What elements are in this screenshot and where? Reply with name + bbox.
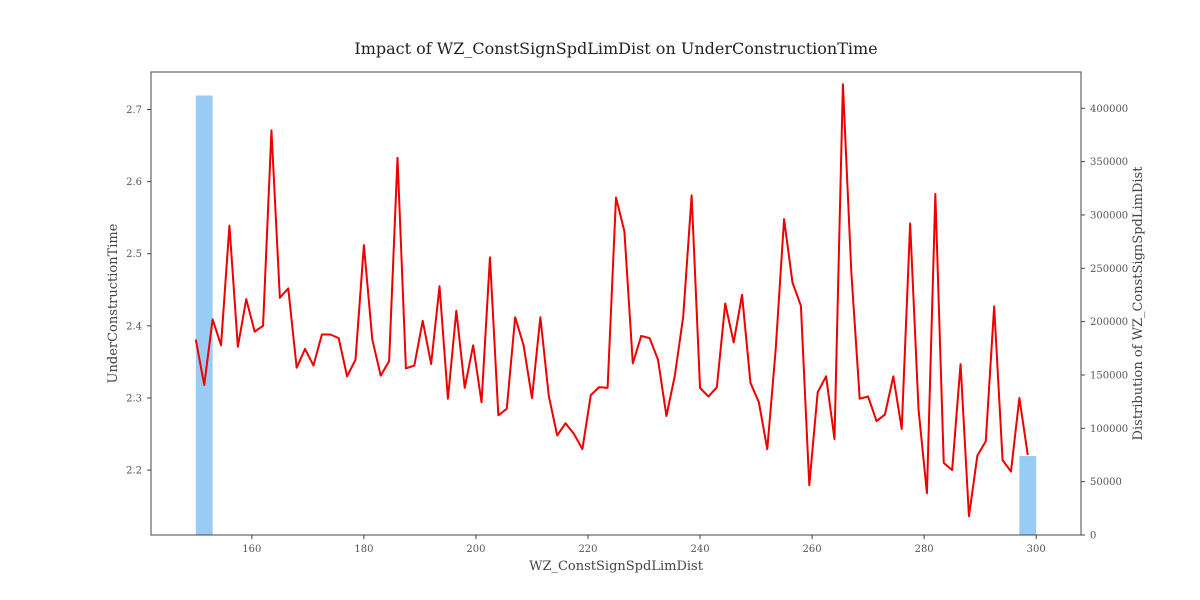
y-tick-label-4: 2.6: [126, 177, 142, 188]
x-tick-label-7: 300: [1027, 544, 1046, 555]
y2-tick-label-8: 400000: [1090, 104, 1128, 115]
x-axis-ticks: 160 180 200 220 240 260 280 300: [242, 535, 1046, 555]
x-tick-label-0: 160: [242, 544, 261, 555]
distribution-bars: [195, 95, 1037, 536]
distribution-bar-1: [1019, 456, 1037, 535]
x-axis-label: WZ_ConstSignSpdLimDist: [529, 559, 704, 574]
y2-tick-label-2: 100000: [1090, 424, 1128, 435]
y-tick-label-3: 2.5: [126, 249, 142, 260]
x-tick-label-2: 200: [466, 544, 485, 555]
x-tick-label-3: 220: [578, 544, 597, 555]
x-tick-label-5: 260: [803, 544, 822, 555]
y2-tick-label-4: 200000: [1090, 317, 1128, 328]
x-tick-label-6: 280: [915, 544, 934, 555]
y-axis-label: UnderConstructionTime: [106, 223, 121, 383]
y-axis-ticks: 2.2 2.3 2.4 2.5 2.6 2.7: [126, 105, 151, 477]
y-tick-label-0: 2.2: [126, 466, 142, 477]
chart-title: Impact of WZ_ConstSignSpdLimDist on Unde…: [354, 39, 877, 58]
x-tick-label-4: 240: [690, 544, 709, 555]
y2-axis-ticks: 0 50000 100000 150000 200000 250000 300000 3500…: [1081, 104, 1128, 542]
y2-tick-label-7: 350000: [1090, 157, 1128, 168]
y2-tick-label-3: 150000: [1090, 370, 1128, 381]
distribution-bar-0: [195, 95, 213, 536]
y-tick-label-5: 2.7: [126, 105, 142, 116]
y-tick-label-1: 2.3: [126, 393, 142, 404]
y2-tick-label-6: 300000: [1090, 210, 1128, 221]
y2-tick-label-5: 250000: [1090, 264, 1128, 275]
plot-frame: [150, 71, 1082, 536]
y-tick-label-2: 2.4: [126, 321, 142, 332]
y2-tick-label-1: 50000: [1090, 477, 1122, 488]
series-line-0: [194, 83, 1029, 518]
x-tick-label-1: 180: [354, 544, 373, 555]
line-layer: [194, 83, 1029, 518]
y2-tick-label-0: 0: [1090, 531, 1096, 542]
y2-axis-label: Distribution of WZ_ConstSignSpdLimDist: [1131, 166, 1146, 441]
